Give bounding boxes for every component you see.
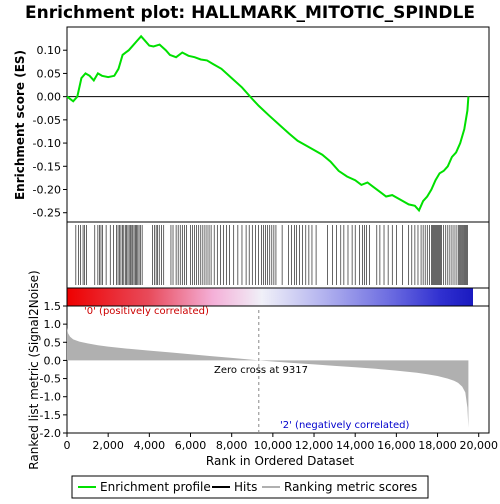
es-y-tick-label: -0.25: [33, 207, 61, 220]
es-y-tick-label: 0.05: [37, 67, 62, 80]
es-y-tick-label: -0.15: [33, 160, 61, 173]
ranking-metric-area: [67, 327, 469, 428]
x-tick-label: 14,000: [336, 439, 375, 452]
x-tick-label: 10,000: [254, 439, 293, 452]
ranking-color-band: [66, 287, 490, 307]
metric-y-tick-label: 0.0: [44, 354, 62, 367]
metric-y-tick-label: 1.5: [44, 300, 62, 313]
x-tick-label: 0: [64, 439, 71, 452]
metric-y-ticks: 1.5 1.0 0.5 0.0 -0.5 -1.0 -1.5 -2.0: [40, 300, 67, 440]
es-y-ticks: 0.10 0.05 0.00 -0.05 -0.10 -0.15 -0.20 -0.25: [33, 44, 67, 220]
enrichment-score-panel: 0.10 0.05 0.00 -0.05 -0.10 -0.15 -0.20 -0.25 En…: [13, 26, 490, 223]
x-tick-label: 6,000: [175, 439, 207, 452]
es-y-axis-label: Enrichment score (ES): [13, 50, 27, 200]
es-y-tick-label: -0.05: [33, 114, 61, 127]
positive-correlation-label: '0' (positively correlated): [84, 306, 209, 317]
metric-y-tick-label: -2.0: [40, 427, 61, 440]
es-y-tick-label: -0.20: [33, 184, 61, 197]
x-tick-label: 2,000: [92, 439, 124, 452]
legend-label-hits: Hits: [234, 480, 257, 494]
metric-y-tick-label: -1.0: [40, 391, 61, 404]
enrichment-profile-line: [66, 34, 470, 213]
hits-panel: [66, 221, 490, 289]
metric-panel-frame: [66, 305, 490, 434]
legend-label-enrichment-profile: Enrichment profile: [100, 480, 211, 494]
x-tick-label: 12,000: [295, 439, 334, 452]
x-tick-label: 20,000: [459, 439, 498, 452]
metric-y-tick-label: 1.0: [44, 318, 62, 331]
metric-y-tick-label: -1.5: [40, 409, 61, 422]
x-axis-label: Rank in Ordered Dataset: [206, 454, 354, 468]
es-y-tick-label: 0.10: [37, 44, 62, 57]
x-tick-label: 16,000: [377, 439, 416, 452]
es-y-tick-label: 0.00: [37, 91, 62, 104]
metric-y-axis-label: Ranked list metric (Signal2Noise): [27, 270, 41, 469]
chart-title: Enrichment plot: HALLMARK_MITOTIC_SPINDL…: [25, 3, 475, 23]
x-tick-label: 4,000: [134, 439, 166, 452]
metric-y-tick-label: -0.5: [40, 373, 61, 386]
ranked-metric-panel: 1.5 1.0 0.5 0.0 -0.5 -1.0 -1.5 -2.0 '0' (positi…: [27, 270, 490, 470]
x-tick-label: 8,000: [216, 439, 248, 452]
x-tick-label: 18,000: [418, 439, 457, 452]
hits-lines: [75, 225, 468, 285]
ranking-color-band-fill: [67, 288, 473, 306]
x-axis: 0 2,000 4,000 6,000 8,000 10,000 12,000 14,000 1…: [64, 433, 498, 452]
negative-correlation-label: '2' (negatively correlated): [280, 420, 409, 431]
es-y-tick-label: -0.10: [33, 137, 61, 150]
zero-cross-label: Zero cross at 9317: [214, 365, 308, 376]
legend: Enrichment profile Hits Ranking metric s…: [71, 475, 429, 499]
legend-frame: [71, 475, 429, 499]
legend-label-ranking-metric-scores: Ranking metric scores: [284, 480, 417, 494]
metric-y-tick-label: 0.5: [44, 336, 62, 349]
